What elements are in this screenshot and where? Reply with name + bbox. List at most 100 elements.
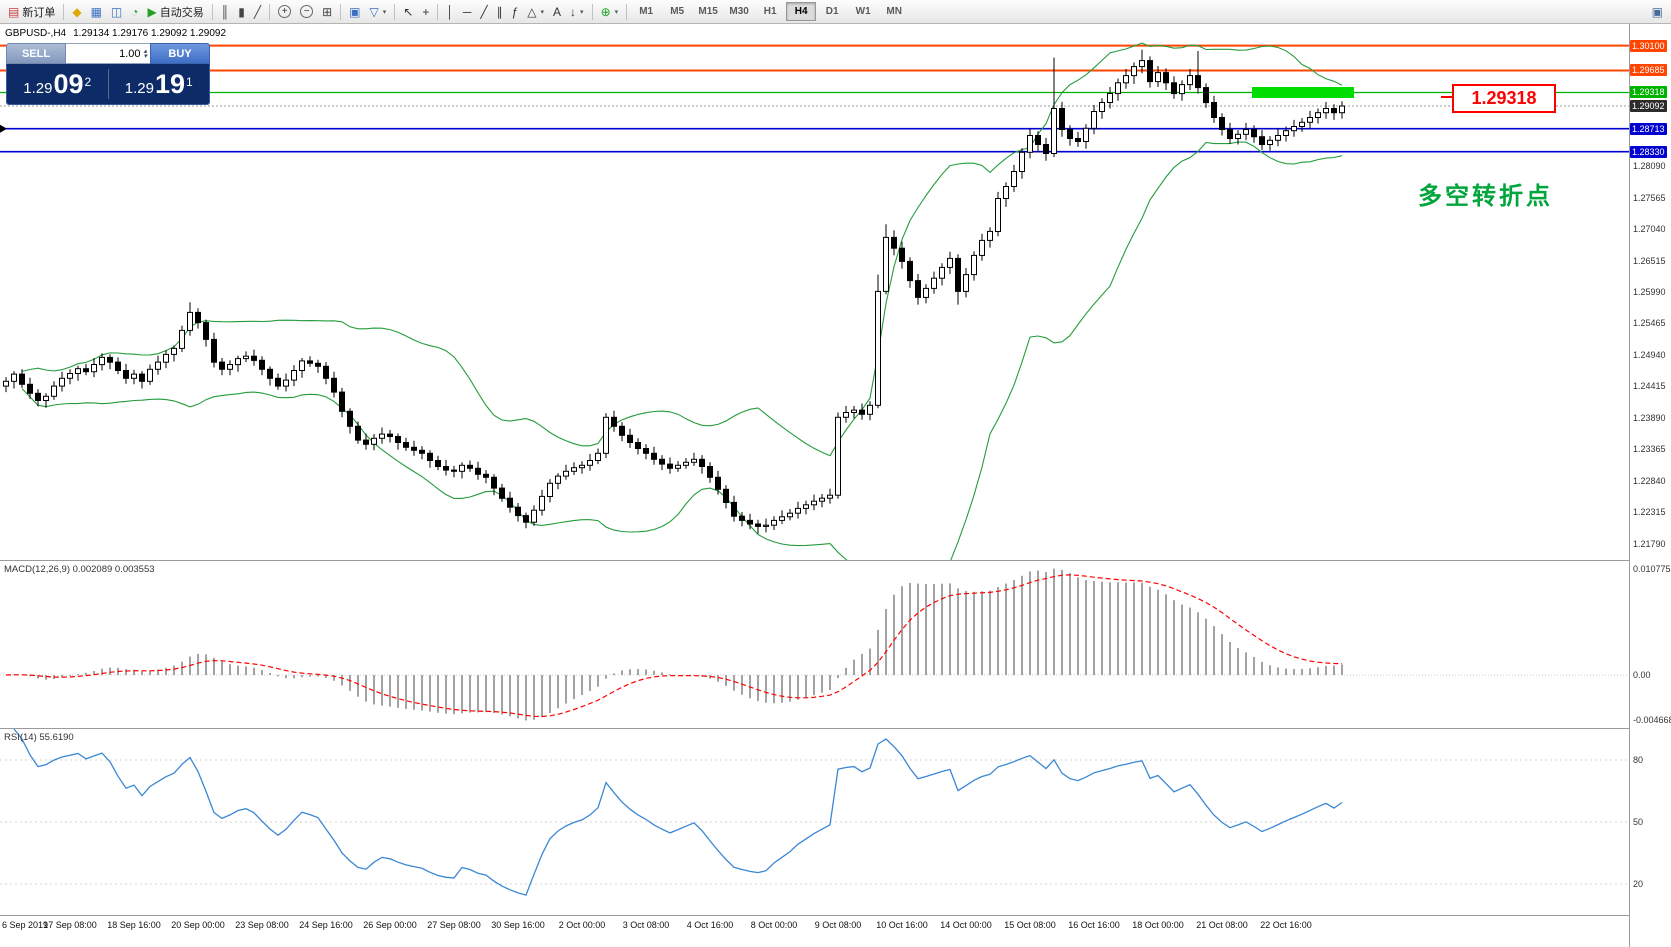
new-order-button[interactable]: ▤ 新订单 [4, 2, 59, 22]
data-window-button[interactable]: ◫ [107, 2, 126, 22]
time-label: 24 Sep 16:00 [299, 920, 353, 930]
bar-chart-button[interactable]: ║ [217, 2, 234, 22]
pane-separator[interactable] [0, 728, 1671, 729]
time-label: 8 Oct 00:00 [750, 920, 798, 930]
time-label: 16 Oct 16:00 [1068, 920, 1120, 930]
price-tick-label: 1.23890 [1633, 412, 1666, 423]
price-scale: 1.28090 1.27565 1.27040 1.26515 1.25990 1.254… [1629, 24, 1671, 947]
candlestick-chart-button[interactable]: ▮ [234, 2, 249, 22]
sell-button[interactable]: SELL [6, 43, 66, 64]
macd-pane[interactable] [0, 561, 1629, 728]
time-label: 22 Oct 16:00 [1260, 920, 1312, 930]
toolbar-separator [394, 3, 396, 20]
fibonacci-button[interactable]: ƒ [508, 2, 523, 22]
time-label: 9 Oct 08:00 [814, 920, 862, 930]
sell-price-prefix: 1.29 [23, 79, 53, 97]
price-tick-label: 1.25990 [1633, 287, 1666, 297]
price-tick-label: 1.23365 [1633, 444, 1666, 455]
turning-point-annotation[interactable]: 多空转折点 [1418, 183, 1553, 210]
strategy-tester-button[interactable]: ◔ [127, 2, 142, 22]
buy-price[interactable]: 1.29 19 1 [109, 70, 210, 98]
timeframe-d1[interactable]: D1 [825, 6, 839, 17]
chart-shift-button[interactable]: ▣ [1648, 2, 1667, 22]
lot-size-field[interactable]: 1.00 ▴ ▾ [66, 43, 150, 64]
dropdown-caret-icon: ▾ [382, 8, 387, 16]
zoom-in-button[interactable]: + [274, 2, 295, 22]
rsi-line [13, 729, 1343, 896]
price-divider [107, 69, 109, 99]
crosshair-icon: + [422, 4, 430, 19]
timeframe-m5[interactable]: M5 [670, 6, 685, 17]
toolbar-separator [211, 3, 213, 20]
price-level-chip: 1.29318 [1630, 86, 1667, 99]
timeframe-m1[interactable]: M1 [639, 6, 654, 17]
price-annotation[interactable]: 1.29318 [1452, 84, 1556, 113]
line-chart-button[interactable]: ╱ [250, 2, 265, 22]
autotrading-button[interactable]: ▶ 自动交易 [144, 2, 208, 22]
dropdown-caret-icon: ▾ [580, 8, 584, 16]
favorites-button[interactable]: ◆ [68, 2, 85, 22]
candles-group [3, 49, 1345, 534]
diamond-icon: ◆ [72, 4, 82, 19]
rsi-pane[interactable] [0, 729, 1629, 915]
channel-icon: ∥ [496, 4, 503, 19]
symbol-title: GBPUSD-,H4 [5, 28, 67, 39]
lot-spinner[interactable]: ▴ ▾ [143, 47, 147, 60]
timeframe-w1[interactable]: W1 [855, 6, 871, 17]
time-label: 26 Sep 00:00 [363, 920, 417, 930]
text-button[interactable]: A [549, 2, 565, 22]
toolbar-separator [340, 3, 342, 20]
fibonacci-icon: ƒ [511, 4, 519, 19]
cursor-button[interactable]: ↖ [399, 2, 417, 22]
bar-chart-icon: ║ [220, 4, 230, 19]
time-label: 14 Oct 00:00 [940, 920, 992, 930]
time-label: 17 Sep 08:00 [43, 920, 97, 930]
vertical-line-button[interactable]: │ [442, 2, 458, 22]
time-label: 21 Oct 08:00 [1196, 920, 1248, 930]
market-watch-icon: ▦ [90, 4, 102, 19]
templates-button[interactable]: ▽ ▾ [366, 2, 391, 22]
add-indicator-button[interactable]: ⊕ ▾ [597, 2, 623, 22]
spin-up-icon[interactable]: ▴ [143, 47, 147, 55]
data-window-icon: ◫ [110, 4, 123, 19]
time-label: 6 Sep 2019 [2, 920, 49, 930]
rsi-indicator-label: RSI(14) 55.6190 [4, 732, 74, 743]
text-icon: A [553, 4, 562, 19]
timeframe-m15[interactable]: M15 [698, 6, 718, 17]
timeframe-h1[interactable]: H1 [763, 6, 777, 17]
timeframe-h4[interactable]: H4 [786, 2, 817, 21]
pane-separator[interactable] [0, 560, 1671, 561]
grid-button[interactable]: ⊞ [318, 2, 336, 22]
horizontal-levels-group [0, 44, 1629, 153]
time-label: 15 Oct 08:00 [1004, 920, 1056, 930]
ohlc-values: 1.29134 1.29176 1.29092 1.29092 [73, 28, 227, 39]
timeframe-mn[interactable]: MN [886, 6, 902, 17]
horizontal-line-button[interactable]: ─ [459, 2, 476, 22]
buy-button[interactable]: BUY [150, 43, 210, 64]
tile-windows-icon: ▣ [349, 4, 361, 19]
shapes-icon: △ [527, 4, 537, 19]
zoom-out-button[interactable]: − [296, 2, 317, 22]
price-tick-label: 1.24415 [1633, 381, 1666, 392]
toolbar-separator [626, 3, 628, 20]
toolbar-separator [437, 3, 439, 20]
tile-windows-button[interactable]: ▣ [345, 2, 364, 22]
arrows-button[interactable]: ↓ ▾ [566, 2, 588, 22]
time-label: 10 Oct 16:00 [876, 920, 928, 930]
timeframe-m30[interactable]: M30 [729, 6, 749, 17]
price-level-chip: 1.28330 [1630, 145, 1667, 158]
shapes-button[interactable]: △ ▾ [523, 2, 548, 22]
sell-price[interactable]: 1.29 09 2 [7, 70, 108, 98]
add-indicator-icon: ⊕ [600, 4, 611, 19]
time-label: 18 Oct 00:00 [1132, 920, 1184, 930]
spin-down-icon[interactable]: ▾ [143, 52, 147, 60]
crosshair-button[interactable]: + [418, 2, 433, 22]
time-label: 20 Sep 00:00 [171, 920, 225, 930]
price-chart[interactable] [0, 24, 1629, 560]
trendline-button[interactable]: ╱ [476, 2, 491, 22]
channel-button[interactable]: ∥ [493, 2, 507, 22]
trendline-icon: ╱ [480, 4, 488, 19]
candlestick-icon: ▮ [238, 4, 245, 19]
market-watch-button[interactable]: ▦ [87, 2, 106, 22]
sell-price-sup: 2 [84, 74, 92, 89]
